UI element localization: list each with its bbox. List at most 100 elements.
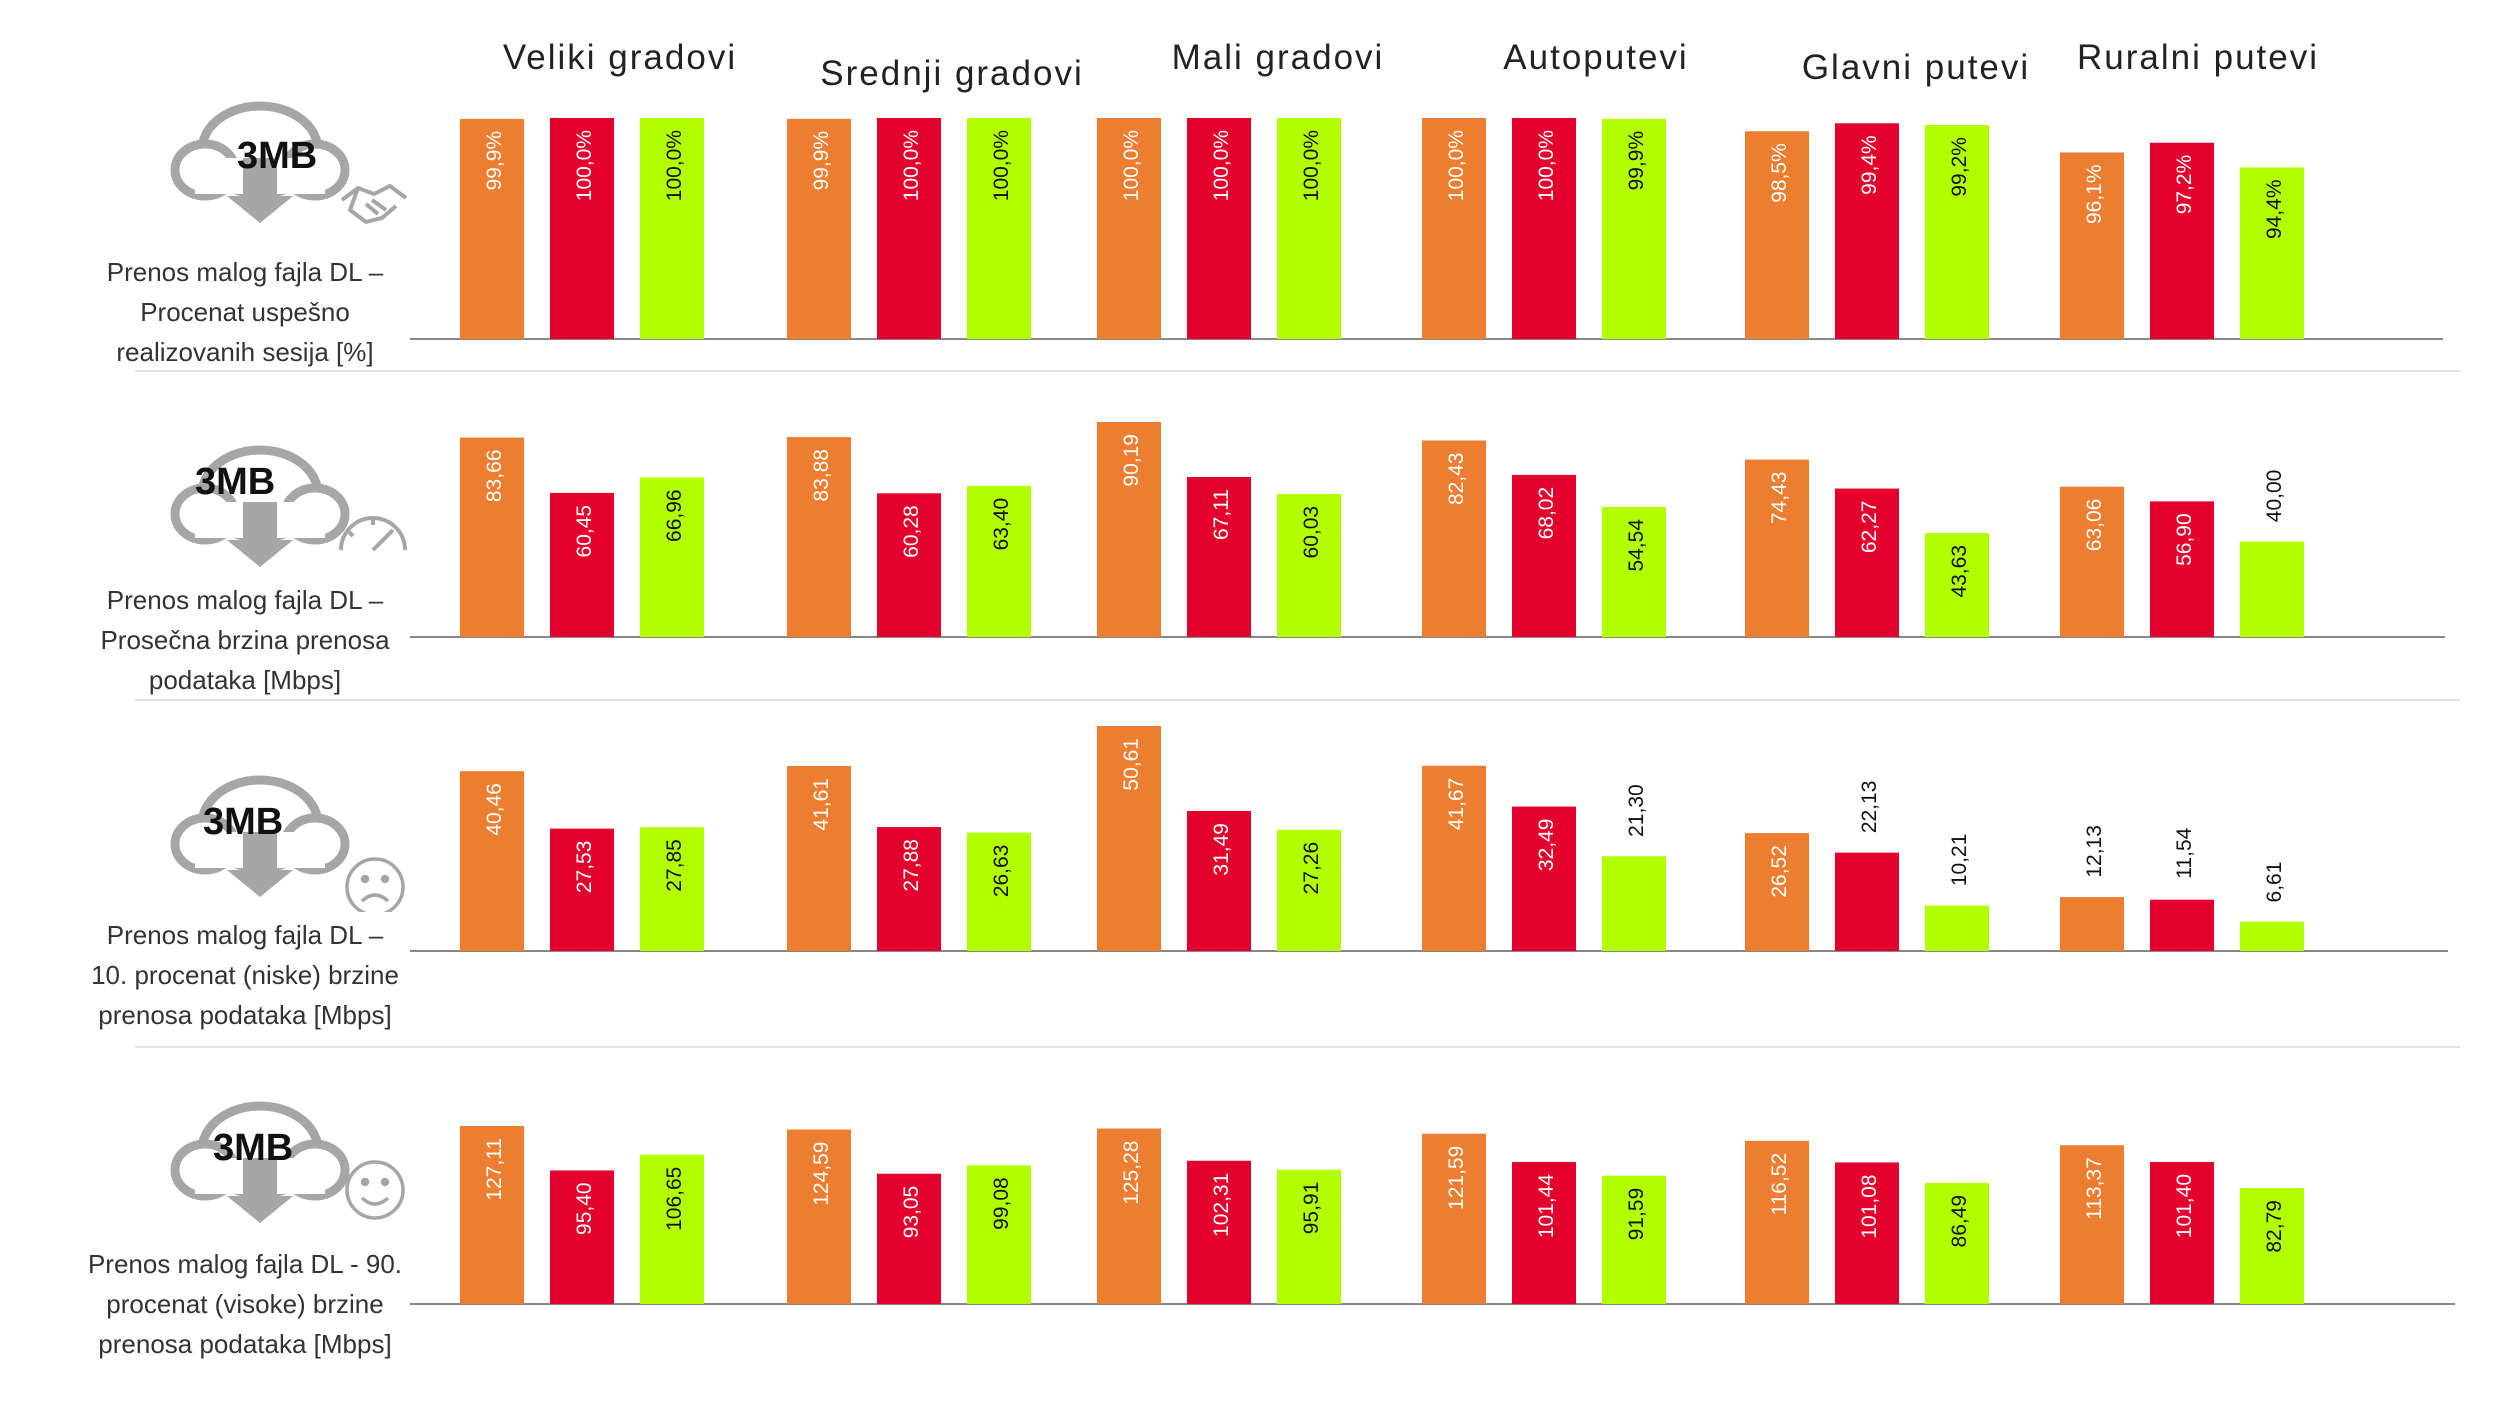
bar-value-label: 27,88	[900, 839, 923, 892]
bar-row3-mali-gradovi-op3	[1277, 829, 1341, 951]
bar-value-label: 67,11	[1210, 489, 1233, 540]
bar-row1-veliki-gradovi-op1	[460, 118, 524, 339]
bar-value-label: 32,49	[1535, 819, 1558, 872]
speedometer-icon	[339, 516, 407, 552]
bar-value-label: 100,0%	[900, 130, 923, 201]
bar-row1-glavni-putevi-op1	[1745, 131, 1809, 339]
bar-value-label: 43,63	[1948, 545, 1971, 598]
bar-value-label: 60,45	[573, 505, 596, 558]
bar-value-label: 97,2%	[2173, 155, 2196, 215]
row-1-label-line-3: realizovanih sesija [%]	[116, 337, 374, 367]
bar-value-label: 91,59	[1625, 1188, 1648, 1241]
bar-value-label: 101,08	[1858, 1174, 1881, 1238]
bar-row4-srednji-gradovi-op3	[967, 1165, 1031, 1304]
bar-row2-veliki-gradovi-op1	[460, 437, 524, 637]
row-2-label-line-3: podataka [Mbps]	[148, 665, 342, 695]
file-size-label: 3MB	[237, 135, 317, 177]
bar-value-label: 82,43	[1445, 452, 1468, 505]
bar-value-label: 27,26	[1300, 842, 1323, 895]
bar-row4-ruralni-putevi-op3	[2240, 1188, 2304, 1304]
cloud-download-icon	[170, 775, 350, 897]
bar-row1-mali-gradovi-op1	[1097, 118, 1161, 339]
bar-row4-glavni-putevi-op3	[1925, 1182, 1989, 1304]
bar-row2-glavni-putevi-op3	[1925, 532, 1989, 637]
bar-value-label: 95,91	[1300, 1182, 1323, 1235]
bar-value-label: 125,28	[1120, 1141, 1143, 1205]
bar-row3-veliki-gradovi-op2	[550, 828, 614, 951]
row-2-label-line-2: Prosečna brzina prenosa	[100, 625, 390, 655]
category-title-mali-gradovi: Mali gradovi	[1171, 38, 1385, 77]
bar-value-label: 100,0%	[573, 130, 596, 201]
row-2-label: Prenos malog fajla DL – Prosečna brzina …	[60, 580, 430, 700]
bar-row4-srednji-gradovi-op2	[877, 1173, 941, 1304]
smile-face-icon	[345, 1160, 405, 1220]
bar-row4-autoputevi-op1	[1422, 1133, 1486, 1304]
bar-value-label: 98,5%	[1768, 143, 1791, 203]
category-title-glavni-putevi: Glavni putevi	[1801, 48, 2031, 87]
bar-value-label: 11,54	[2173, 827, 2196, 878]
bar-row4-mali-gradovi-op3	[1277, 1169, 1341, 1304]
bar-row3-srednji-gradovi-op1	[787, 766, 851, 951]
bar-value-label: 127,11	[483, 1138, 506, 1201]
bar-row2-autoputevi-op2	[1512, 474, 1576, 637]
bar-value-label: 40,46	[483, 783, 506, 836]
bar-row3-ruralni-putevi-op2	[2150, 899, 2214, 951]
bar-value-label: 63,40	[990, 498, 1013, 551]
bar-row1-mali-gradovi-op2	[1187, 118, 1251, 339]
bar-row3-mali-gradovi-op2	[1187, 811, 1251, 951]
bar-row1-veliki-gradovi-op2	[550, 118, 614, 339]
bar-row2-ruralni-putevi-op3	[2240, 541, 2304, 637]
bar-row3-srednji-gradovi-op3	[967, 832, 1031, 951]
bar-value-label: 100,0%	[990, 130, 1013, 201]
bar-row1-veliki-gradovi-op3	[640, 118, 704, 339]
bar-row2-autoputevi-op1	[1422, 440, 1486, 637]
bar-row2-ruralni-putevi-op1	[2060, 486, 2124, 637]
row-3-label-line-1: Prenos malog fajla DL –	[106, 920, 384, 950]
bar-row1-autoputevi-op3	[1602, 118, 1666, 339]
bar-row1-ruralni-putevi-op1	[2060, 152, 2124, 339]
bar-value-label: 60,03	[1300, 506, 1323, 559]
cloud-download-icon	[170, 101, 350, 223]
bar-value-label: 121,59	[1445, 1146, 1468, 1210]
bar-value-label: 22,13	[1858, 781, 1881, 834]
bar-row3-glavni-putevi-op1	[1745, 833, 1809, 951]
bar-row3-veliki-gradovi-op3	[640, 827, 704, 951]
bar-value-label: 100,0%	[1120, 130, 1143, 201]
bar-value-label: 93,05	[900, 1186, 923, 1239]
bar-value-label: 6,61	[2263, 862, 2286, 903]
bar-value-label: 96,1%	[2083, 164, 2106, 224]
bar-row2-srednji-gradovi-op1	[787, 437, 851, 637]
bar-row3-veliki-gradovi-op1	[460, 771, 524, 951]
row-4-icon-group: 3MB	[165, 1088, 425, 1238]
row-4-label: Prenos malog fajla DL - 90. procenat (vi…	[60, 1244, 430, 1364]
row-4-label-line-2: procenat (visoke) brzine	[106, 1289, 384, 1319]
bar-row2-ruralni-putevi-op2	[2150, 501, 2214, 637]
bar-row1-autoputevi-op2	[1512, 118, 1576, 339]
row-2-label-line-1: Prenos malog fajla DL –	[106, 585, 384, 615]
row-3-label: Prenos malog fajla DL – 10. procenat (ni…	[60, 915, 430, 1035]
bar-row4-mali-gradovi-op1	[1097, 1128, 1161, 1304]
bar-row4-srednji-gradovi-op1	[787, 1129, 851, 1304]
bar-row1-ruralni-putevi-op3	[2240, 167, 2304, 339]
bar-row2-mali-gradovi-op1	[1097, 422, 1161, 637]
bar-row4-veliki-gradovi-op3	[640, 1154, 704, 1304]
file-size-label: 3MB	[213, 1127, 293, 1169]
bar-value-label: 99,2%	[1948, 137, 1971, 197]
bar-row3-ruralni-putevi-op3	[2240, 921, 2304, 951]
bar-row4-ruralni-putevi-op1	[2060, 1145, 2124, 1304]
bar-value-label: 26,63	[990, 845, 1013, 898]
bar-value-label: 94,4%	[2263, 180, 2286, 240]
row-1-icon-group: 3MB	[165, 88, 425, 238]
bar-row2-veliki-gradovi-op2	[550, 492, 614, 637]
bar-value-label: 101,44	[1535, 1174, 1558, 1239]
bar-value-label: 100,0%	[1535, 130, 1558, 201]
bar-value-label: 12,13	[2083, 825, 2106, 878]
bar-value-label: 62,27	[1858, 501, 1881, 554]
bar-row3-autoputevi-op3	[1602, 856, 1666, 951]
bar-value-label: 31,49	[1210, 823, 1233, 876]
row-1-label-line-2: Procenat uspešno	[140, 297, 350, 327]
bar-row2-srednji-gradovi-op3	[967, 485, 1031, 637]
bar-value-label: 83,88	[810, 449, 833, 502]
bar-value-label: 56,90	[2173, 513, 2196, 566]
